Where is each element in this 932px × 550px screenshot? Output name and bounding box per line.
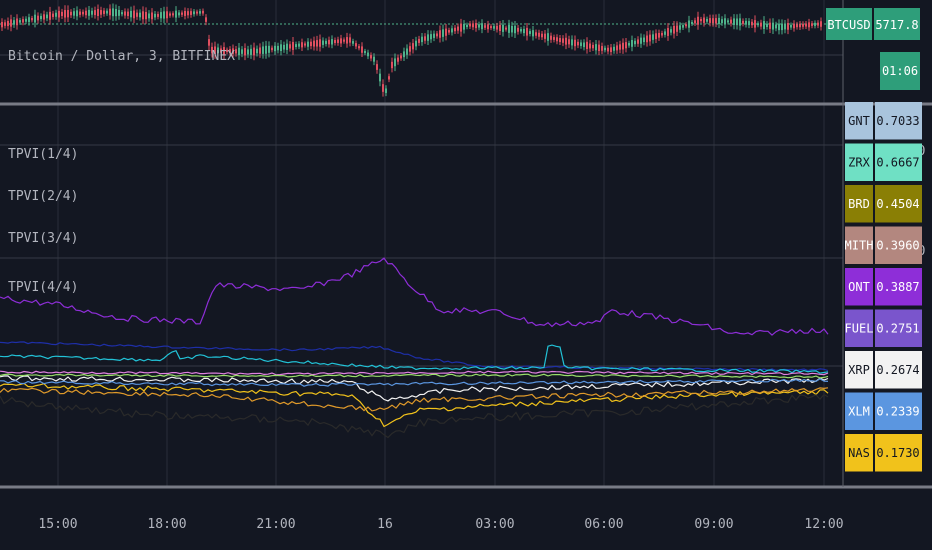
x-tick-label: 15:00: [38, 517, 77, 532]
tpvi-series-line: [0, 382, 829, 428]
x-tick-label: 16: [377, 517, 393, 532]
legend-item-nas: NAS 0.1730: [845, 434, 922, 472]
tpvi-series-line: [0, 387, 829, 412]
legend-item-xlm: XLM 0.2339: [845, 392, 922, 430]
legend-value: 0.7033: [876, 114, 919, 128]
legend-symbol: NAS: [848, 446, 870, 460]
price-badge: BTCUSD 5717.8 01:06: [826, 8, 920, 90]
tpvi-series-line: [0, 344, 829, 374]
legend-value: 0.1730: [876, 446, 919, 460]
legend-symbol: XLM: [848, 404, 870, 418]
legend-symbol: ONT: [848, 280, 870, 294]
tpvi-series-line: [0, 373, 829, 379]
x-tick-label: 09:00: [694, 517, 733, 532]
x-tick-label: 06:00: [584, 517, 623, 532]
ticker-badge: BTCUSD: [827, 18, 870, 32]
legend-value: 0.3887: [876, 280, 919, 294]
countdown-badge-bg: [880, 52, 920, 90]
x-tick-label: 18:00: [147, 517, 186, 532]
tpvi-series: [0, 257, 829, 439]
tpvi-series-line: [0, 257, 829, 336]
legend-symbol: FUEL: [845, 321, 874, 335]
legend-value: 0.6667: [876, 155, 919, 169]
x-tick-label: 03:00: [475, 517, 514, 532]
legend-item-gnt: GNT 0.7033: [845, 102, 922, 140]
legend: GNT 0.7033 ZRX 0.6667 BRD 0.4504 MITH 0.3960 ONT…: [845, 102, 922, 472]
legend-item-ont: ONT 0.3887: [845, 268, 922, 306]
legend-value: 0.2674: [876, 363, 919, 377]
legend-value: 0.2751: [876, 321, 919, 335]
horizontal-grid: [0, 54, 843, 367]
indicator-label-1[interactable]: TPVI(1/4): [8, 147, 78, 162]
btc-candles: [1, 3, 822, 97]
tpvi-series-line: [0, 375, 829, 402]
indicator-label-4[interactable]: TPVI(4/4): [8, 280, 78, 295]
tpvi-series-line: [0, 393, 829, 439]
legend-item-zrx: ZRX 0.6667: [845, 143, 922, 181]
indicator-label-3[interactable]: TPVI(3/4): [8, 231, 78, 246]
legend-item-mith: MITH 0.3960: [845, 226, 922, 264]
vertical-grid: [57, 0, 825, 487]
legend-symbol: XRP: [848, 363, 870, 377]
last-price: 5717.8: [875, 18, 918, 32]
tpvi-series-line: [0, 370, 829, 376]
legend-item-brd: BRD 0.4504: [845, 185, 922, 223]
legend-item-xrp: XRP 0.2674: [845, 351, 922, 389]
indicator-labels: TPVI(1/4) TPVI(2/4) TPVI(3/4) TPVI(4/4): [8, 147, 78, 295]
indicator-label-2[interactable]: TPVI(2/4): [8, 189, 78, 204]
price-badge-bg: [874, 8, 920, 40]
ticker-badge-bg: [826, 8, 872, 40]
x-tick-label: 12:00: [804, 517, 843, 532]
time-axis: 15:00 18:00 21:00 16 03:00 06:00 09:00 12:00: [38, 517, 843, 532]
legend-value: 0.3960: [876, 238, 919, 252]
legend-value: 0.4504: [876, 197, 919, 211]
legend-symbol: GNT: [848, 114, 870, 128]
legend-symbol: BRD: [848, 197, 870, 211]
symbol-label: Bitcoin / Dollar, 3, BITFINEX: [8, 49, 235, 64]
legend-symbol: ZRX: [848, 155, 870, 169]
tpvi-series-line: [0, 378, 829, 387]
countdown: 01:06: [882, 64, 918, 78]
x-tick-label: 21:00: [256, 517, 295, 532]
legend-item-fuel: FUEL 0.2751: [845, 309, 922, 347]
legend-value: 0.2339: [876, 404, 919, 418]
legend-symbol: MITH: [845, 238, 874, 252]
